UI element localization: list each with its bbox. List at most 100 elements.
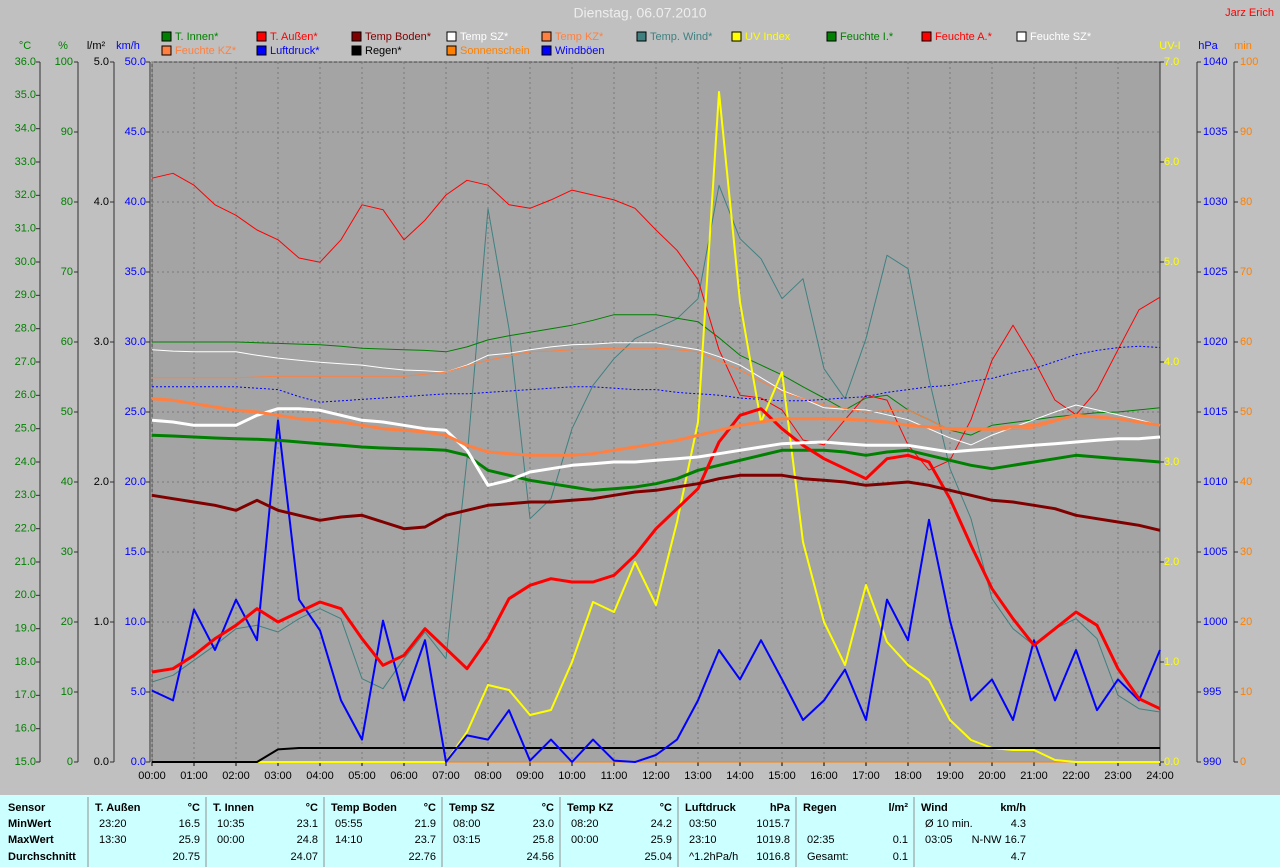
x-tick-label: 22:00	[1062, 770, 1090, 782]
y-tick-label: 3.0	[1164, 456, 1179, 468]
legend-swatch	[921, 31, 932, 42]
x-tick-label: 24:00	[1146, 770, 1174, 782]
row-label: MinWert	[8, 818, 52, 830]
axis-title: min	[1234, 40, 1252, 52]
legend-swatch	[161, 45, 172, 56]
y-tick-label: 70	[61, 266, 73, 278]
table-header: Sensor	[8, 802, 46, 814]
y-tick-label: 1.0	[94, 616, 109, 628]
y-tick-label: 60	[61, 336, 73, 348]
legend-label: Temp SZ*	[460, 31, 509, 43]
x-tick-label: 09:00	[516, 770, 544, 782]
table-cell: Ø 10 min.	[925, 818, 973, 830]
stats-panel	[0, 795, 1280, 867]
series-line	[151, 419, 1161, 763]
legend-swatch	[731, 31, 742, 42]
y-tick-label: 5.0	[131, 686, 146, 698]
y-tick-label: 60	[1240, 336, 1252, 348]
legend-label: Feuchte SZ*	[1030, 31, 1092, 43]
legend-swatch	[351, 45, 362, 56]
x-tick-label: 19:00	[936, 770, 964, 782]
y-tick-label: 25.0	[15, 423, 36, 435]
legend-swatch	[351, 31, 362, 42]
x-tick-label: 08:00	[474, 770, 502, 782]
legend-swatch	[256, 45, 267, 56]
legend-label: Sonnenschein	[460, 45, 530, 57]
y-tick-label: 18.0	[15, 656, 36, 668]
legend-swatch	[541, 45, 552, 56]
table-cell: 25.8	[533, 834, 554, 846]
x-tick-label: 10:00	[558, 770, 586, 782]
row-label: Durchschnitt	[8, 851, 76, 863]
table-cell: 03:15	[453, 834, 481, 846]
column-unit: hPa	[770, 802, 791, 814]
legend-label: Windböen	[555, 45, 605, 57]
table-cell: 20.75	[172, 851, 200, 863]
axis-title: %	[58, 40, 68, 52]
table-cell: 23.1	[297, 818, 318, 830]
table-cell: N-NW 16.7	[972, 834, 1026, 846]
column-header: Wind	[921, 802, 948, 814]
y-tick-label: 26.0	[15, 389, 36, 401]
table-cell: 23:20	[99, 818, 127, 830]
legend-swatch	[161, 31, 172, 42]
table-cell: 03:50	[689, 818, 717, 830]
table-cell: 05:55	[335, 818, 363, 830]
table-cell: Gesamt:	[807, 851, 849, 863]
legend-swatch	[826, 31, 837, 42]
x-tick-label: 06:00	[390, 770, 418, 782]
y-tick-label: 24.0	[15, 456, 36, 468]
column-unit: °C	[660, 802, 672, 814]
y-tick-label: 80	[61, 196, 73, 208]
table-cell: 25.9	[651, 834, 672, 846]
y-tick-label: 50	[1240, 406, 1252, 418]
x-tick-label: 04:00	[306, 770, 334, 782]
y-tick-label: 2.0	[94, 476, 109, 488]
table-cell: 4.7	[1011, 851, 1026, 863]
x-tick-label: 12:00	[642, 770, 670, 782]
series-line	[151, 172, 1161, 471]
y-tick-label: 30.0	[15, 256, 36, 268]
y-tick-label: 23.0	[15, 489, 36, 501]
table-cell: 08:20	[571, 818, 599, 830]
column-header: Temp SZ	[449, 802, 495, 814]
y-tick-label: 1040	[1203, 56, 1227, 68]
legend-label: Feuchte KZ*	[175, 45, 237, 57]
series-line	[151, 397, 1161, 457]
y-tick-label: 28.0	[15, 323, 36, 335]
column-unit: l/m²	[888, 802, 908, 814]
table-cell: 16.5	[179, 818, 200, 830]
series-line	[151, 342, 1161, 446]
y-tick-label: 22.0	[15, 523, 36, 535]
y-tick-label: 21.0	[15, 556, 36, 568]
axis-title: UV-I	[1159, 40, 1180, 52]
y-tick-label: 4.0	[1164, 356, 1179, 368]
y-tick-label: 7.0	[1164, 56, 1179, 68]
table-cell: 23:10	[689, 834, 717, 846]
table-cell: 14:10	[335, 834, 363, 846]
y-tick-label: 0.0	[94, 756, 109, 768]
y-tick-label: 30.0	[125, 336, 146, 348]
legend-swatch	[541, 31, 552, 42]
axis-title: km/h	[116, 40, 140, 52]
series-line	[152, 747, 1160, 763]
x-tick-label: 17:00	[852, 770, 880, 782]
y-tick-label: 2.0	[1164, 556, 1179, 568]
y-tick-label: 16.0	[15, 723, 36, 735]
y-tick-label: 1020	[1203, 336, 1227, 348]
column-header: Temp Boden	[331, 802, 397, 814]
table-cell: 02:35	[807, 834, 835, 846]
x-tick-label: 14:00	[726, 770, 754, 782]
y-tick-label: 40	[1240, 476, 1252, 488]
y-tick-label: 3.0	[94, 336, 109, 348]
legend-label: Temp. Wind*	[650, 31, 713, 43]
y-tick-label: 990	[1203, 756, 1221, 768]
table-cell: 13:30	[99, 834, 127, 846]
y-tick-label: 0.0	[1164, 756, 1179, 768]
legend-label: Feuchte I.*	[840, 31, 894, 43]
legend-swatch	[446, 31, 457, 42]
y-tick-label: 45.0	[125, 126, 146, 138]
table-cell: 24.56	[526, 851, 554, 863]
row-label: MaxWert	[8, 834, 54, 846]
